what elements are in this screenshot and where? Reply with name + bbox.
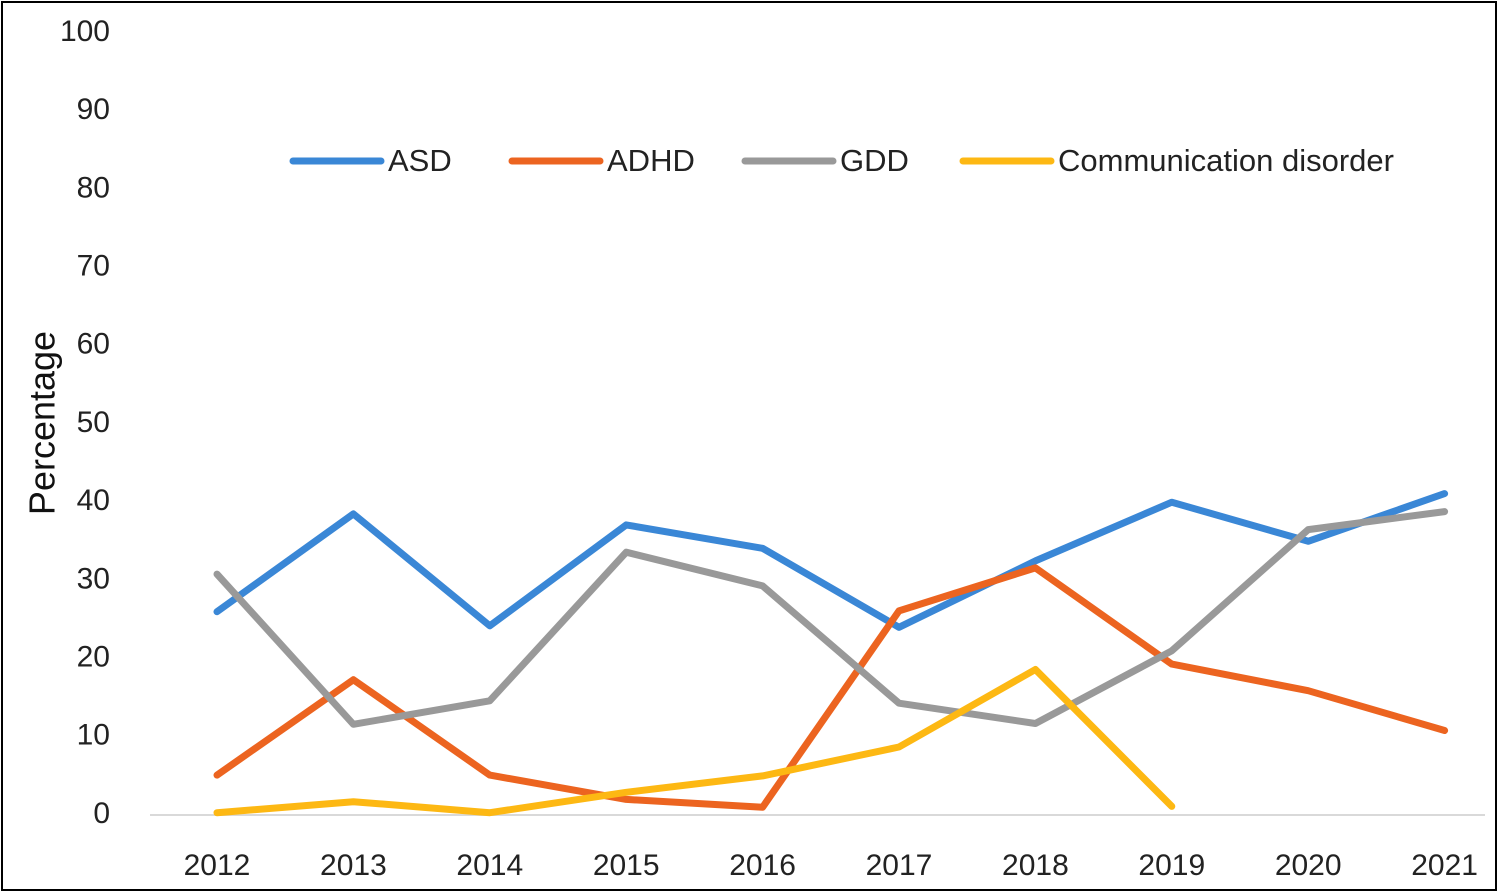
y-tick-label: 60 bbox=[77, 328, 110, 361]
x-tick-label: 2013 bbox=[320, 849, 387, 882]
series-line-communication-disorder bbox=[213, 666, 1176, 817]
axis-layer: 0 10 20 30 40 50 60 70 80 90 100 2012 2013 2014 2015 20… bbox=[60, 15, 1485, 882]
y-tick-label: 10 bbox=[77, 719, 110, 752]
x-tick-label: 2020 bbox=[1275, 849, 1342, 882]
y-tick-label: 50 bbox=[77, 406, 110, 439]
x-tick-label: 2017 bbox=[866, 849, 933, 882]
legend-label-gdd: GDD bbox=[840, 143, 909, 178]
y-tick-label: 40 bbox=[77, 484, 110, 517]
y-tick-label: 90 bbox=[77, 93, 110, 126]
x-tick-label: 2015 bbox=[593, 849, 660, 882]
legend: ASD ADHD GDD Communication disorder bbox=[289, 143, 1394, 178]
y-tick-label: 20 bbox=[77, 641, 110, 674]
x-tick-label: 2012 bbox=[184, 849, 251, 882]
legend-label-communication-disorder: Communication disorder bbox=[1058, 143, 1394, 178]
y-tick-label: 30 bbox=[77, 562, 110, 595]
y-axis-title: Percentage bbox=[22, 331, 63, 515]
y-tick-label: 80 bbox=[77, 171, 110, 204]
series-line-asd bbox=[213, 490, 1449, 631]
series-line-adhd bbox=[213, 564, 1449, 811]
series-line-gdd bbox=[213, 508, 1449, 728]
x-tick-label: 2018 bbox=[1002, 849, 1069, 882]
x-tick-label: 2021 bbox=[1411, 849, 1478, 882]
y-tick-label: 0 bbox=[93, 797, 110, 830]
legend-label-asd: ASD bbox=[388, 143, 452, 178]
series-layer bbox=[213, 490, 1449, 817]
x-tick-label: 2016 bbox=[729, 849, 796, 882]
x-tick-label: 2014 bbox=[456, 849, 523, 882]
x-tick-label: 2019 bbox=[1138, 849, 1205, 882]
y-tick-label: 100 bbox=[60, 15, 110, 48]
legend-label-adhd: ADHD bbox=[607, 143, 695, 178]
y-tick-label: 70 bbox=[77, 250, 110, 283]
